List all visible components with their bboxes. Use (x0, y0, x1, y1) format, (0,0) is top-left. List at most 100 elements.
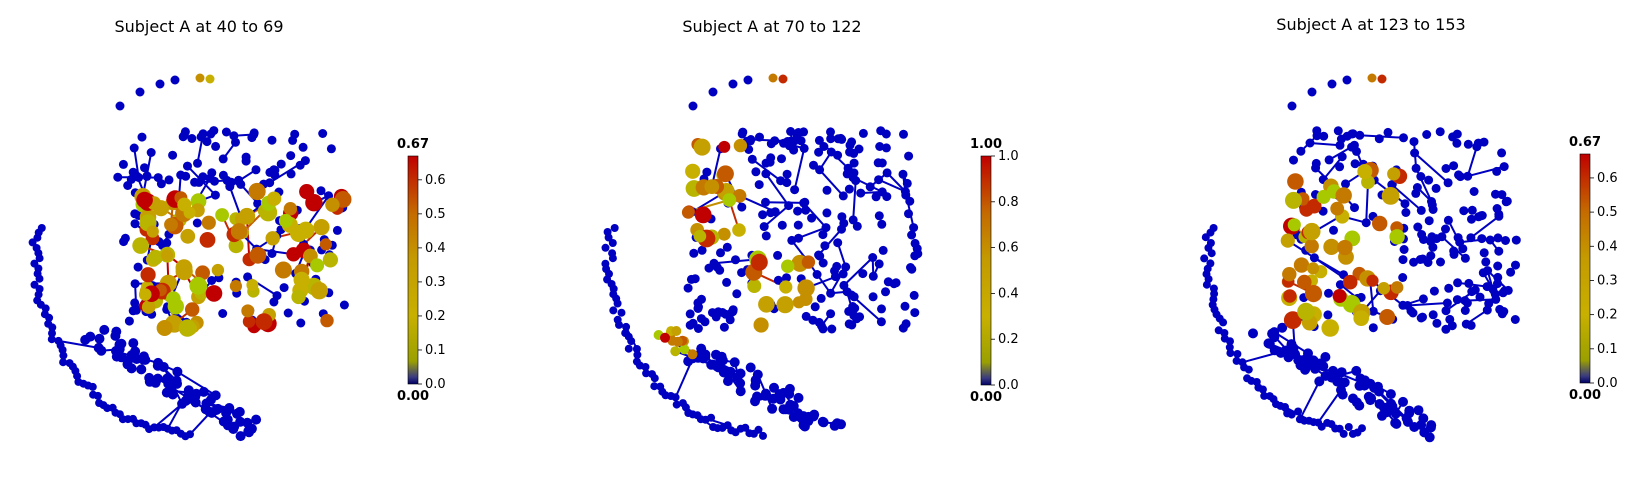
network-node (755, 132, 764, 142)
network-node (234, 406, 245, 417)
network-node (131, 354, 142, 364)
network-node (1401, 208, 1411, 217)
network-node (325, 197, 340, 212)
network-node (283, 308, 293, 318)
network-node (1441, 306, 1451, 316)
network-node (167, 389, 178, 400)
network-node (799, 143, 809, 153)
network-node (714, 358, 725, 369)
network-node (94, 333, 105, 344)
panel-2-network (601, 73, 923, 440)
network-node (818, 258, 828, 268)
network-node (241, 156, 251, 166)
network-node (778, 404, 789, 415)
network-node (815, 251, 825, 261)
network-node (712, 262, 722, 272)
network-node (627, 337, 636, 346)
network-node (1305, 138, 1315, 148)
colorbar-tick-label: 0.4 (1597, 239, 1618, 254)
network-node (218, 154, 228, 164)
network-edge (852, 180, 857, 220)
network-node (650, 382, 659, 391)
network-node (180, 228, 196, 244)
network-node (883, 277, 893, 287)
network-node (741, 423, 750, 432)
network-node (868, 253, 878, 262)
network-node (685, 163, 701, 179)
network-node (876, 317, 886, 327)
network-node (1506, 267, 1516, 277)
network-node (1443, 178, 1453, 188)
network-node (1385, 389, 1396, 400)
colorbar-tick-label: 0.5 (425, 207, 446, 222)
network-node (778, 74, 788, 84)
network-node (847, 290, 856, 300)
network-node (672, 336, 683, 347)
network-node (737, 129, 747, 139)
network-node (1323, 310, 1333, 320)
panel-1: Subject A at 40 to 69 0.67 0.00 0.00.10.… (28, 17, 446, 442)
network-node (1462, 298, 1472, 308)
network-node (758, 296, 775, 313)
network-node (339, 300, 349, 310)
network-edge (765, 173, 790, 207)
network-node (784, 201, 794, 211)
network-node (1337, 239, 1353, 256)
network-node (766, 208, 776, 218)
network-node (761, 169, 771, 179)
network-node (124, 316, 134, 326)
network-node (601, 243, 610, 252)
network-node (793, 206, 803, 216)
network-node (685, 320, 695, 330)
network-node (1280, 233, 1295, 248)
network-node (759, 222, 769, 232)
network-node (1355, 130, 1365, 140)
colorbar-1-max-label: 0.67 (397, 137, 429, 152)
network-node (781, 259, 795, 273)
network-node (694, 206, 712, 224)
network-node (904, 151, 914, 161)
network-node (1377, 74, 1387, 84)
network-node (190, 391, 201, 402)
network-node (685, 309, 695, 319)
network-node (168, 150, 178, 160)
network-node (689, 248, 699, 258)
network-node (810, 302, 820, 312)
colorbar-tick-label: 0.2 (998, 332, 1019, 347)
network-node (136, 191, 153, 209)
network-node (838, 269, 848, 279)
network-node (787, 235, 797, 245)
network-node (1269, 332, 1280, 343)
network-node (877, 219, 887, 229)
network-node (837, 212, 847, 222)
network-node (152, 373, 163, 384)
network-node (801, 311, 811, 321)
network-node (1391, 418, 1402, 429)
network-node (1409, 137, 1419, 147)
network-node (218, 309, 228, 318)
network-edge (793, 148, 806, 190)
network-node (718, 140, 731, 153)
network-node (1411, 163, 1421, 173)
network-node (138, 288, 152, 301)
network-node (735, 386, 746, 397)
network-node (898, 169, 908, 179)
network-edge (1407, 302, 1448, 307)
network-node (826, 309, 836, 319)
network-node (750, 253, 768, 271)
network-node (1352, 146, 1361, 156)
network-node (1226, 337, 1234, 346)
network-node (820, 241, 830, 251)
network-node (858, 128, 868, 138)
network-node (133, 262, 143, 272)
network-node (1280, 345, 1291, 356)
network-node (1427, 232, 1437, 242)
network-node (1463, 139, 1473, 149)
network-node (326, 144, 336, 154)
network-node (235, 431, 246, 442)
network-node (152, 360, 163, 371)
network-edge (878, 178, 906, 193)
network-node (1404, 408, 1415, 419)
network-node (1321, 319, 1339, 337)
